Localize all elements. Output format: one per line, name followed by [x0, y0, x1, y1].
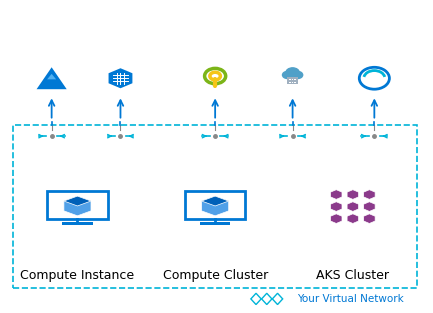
Polygon shape: [202, 196, 229, 206]
Text: Compute Cluster: Compute Cluster: [162, 269, 268, 282]
Polygon shape: [330, 190, 342, 199]
Bar: [62, 223, 93, 225]
Bar: [289, 79, 291, 80]
Circle shape: [286, 68, 299, 78]
Polygon shape: [47, 74, 56, 79]
Polygon shape: [202, 196, 229, 216]
Polygon shape: [64, 196, 91, 216]
Bar: [47, 191, 107, 219]
Circle shape: [359, 67, 389, 89]
Polygon shape: [347, 190, 359, 199]
Text: Your Virtual Network: Your Virtual Network: [297, 294, 404, 304]
Polygon shape: [330, 214, 342, 223]
Polygon shape: [364, 214, 375, 223]
Bar: [294, 82, 296, 83]
Bar: [13, 125, 417, 288]
Text: Compute Instance: Compute Instance: [20, 269, 135, 282]
Polygon shape: [330, 202, 342, 211]
Text: AKS Cluster: AKS Cluster: [317, 269, 389, 282]
Circle shape: [293, 71, 303, 79]
Bar: [294, 79, 296, 80]
Polygon shape: [364, 190, 375, 199]
Polygon shape: [109, 68, 132, 88]
Bar: [292, 82, 294, 83]
Polygon shape: [347, 202, 359, 211]
Polygon shape: [64, 196, 91, 206]
Bar: [288, 77, 298, 84]
Bar: [289, 82, 291, 83]
Polygon shape: [364, 202, 375, 211]
Polygon shape: [36, 67, 67, 89]
Bar: [292, 79, 294, 80]
Circle shape: [282, 71, 292, 79]
Bar: [200, 223, 230, 225]
Polygon shape: [347, 214, 359, 223]
Bar: [185, 191, 245, 219]
